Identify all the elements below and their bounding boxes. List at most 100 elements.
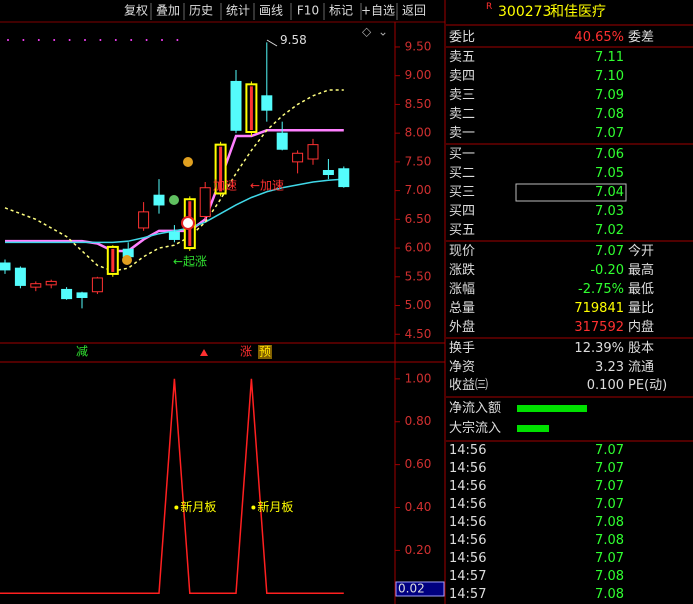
trade-time: 14:56 (449, 551, 487, 566)
toolbar-button[interactable]: 统计 (226, 4, 250, 18)
row-label: 买一 (449, 147, 476, 162)
signal-icon (122, 255, 132, 265)
candle-body (230, 80, 242, 131)
candle-body (0, 262, 11, 271)
selected-bid (515, 183, 627, 202)
candle-body (199, 187, 211, 217)
icon-collapse[interactable]: ⌄ (378, 25, 388, 39)
candle-body (307, 144, 319, 160)
current-value-box (395, 581, 445, 597)
row-value: 7.07 (595, 126, 624, 141)
row-label2: 股本 (628, 341, 655, 356)
row-value: 7.09 (595, 88, 624, 103)
candle-body (338, 168, 350, 188)
row-label: 净资 (449, 359, 476, 375)
limit-stripe (219, 146, 223, 192)
candle-body (61, 288, 73, 300)
label-dot (174, 505, 179, 510)
candle-body (261, 95, 273, 111)
y-tick-label: 7.00 (405, 183, 432, 197)
row-value: 12.39% (574, 341, 624, 356)
row-label: 买四 (449, 204, 476, 219)
toolbar-button[interactable]: 复权 (124, 4, 148, 18)
row-label: 涨幅 (449, 282, 476, 297)
current-value: 0.02 (398, 581, 425, 595)
dot-row (145, 39, 148, 41)
signal-box (258, 345, 272, 359)
trade-price: 7.07 (595, 551, 624, 566)
trade-price: 7.08 (595, 587, 624, 602)
row-label: 买二 (449, 166, 476, 181)
trade-price: 7.08 (595, 515, 624, 530)
y-tick-label: 7.50 (405, 154, 432, 168)
dot-row (130, 39, 133, 41)
row-label: 收益㈢ (449, 378, 489, 393)
row-value: 7.07 (595, 244, 624, 259)
trade-time: 14:56 (449, 515, 487, 530)
toolbar-button[interactable]: 画线 (259, 4, 283, 18)
row-value: 317592 (574, 320, 624, 335)
row-value: 7.08 (595, 107, 624, 122)
row-value: 7.05 (595, 166, 624, 181)
signal-label: 减 (76, 345, 88, 359)
annotation: 9.58 (280, 33, 307, 47)
annotation-pointer (266, 39, 278, 47)
indicator-line (0, 378, 344, 595)
candle-body (91, 277, 103, 293)
y-tick-label: 5.00 (405, 298, 432, 312)
y-tick-label: 8.50 (405, 97, 432, 111)
row-label: 总量 (449, 301, 476, 316)
signal-arrow (200, 349, 208, 356)
annotation: ←加速 (250, 179, 284, 193)
toolbar-button[interactable]: 历史 (189, 4, 213, 18)
candle-body (276, 132, 288, 150)
icon-diamond[interactable]: ◇ (362, 25, 372, 39)
candle-body (138, 211, 150, 229)
row-value: 7.02 (595, 223, 624, 238)
dot-row (7, 39, 9, 41)
row-label: 买五 (449, 223, 476, 238)
trade-time: 14:57 (449, 569, 487, 584)
limit-stripe (249, 86, 253, 130)
row-label2: 委差 (628, 30, 655, 45)
trade-time: 14:56 (449, 443, 487, 458)
toolbar-button[interactable]: F10 (297, 4, 319, 18)
toolbar-button[interactable]: 返回 (402, 4, 426, 18)
candle-body (76, 292, 88, 298)
row-value: 719841 (574, 301, 624, 316)
label-dot (251, 505, 256, 510)
row-value: 7.04 (595, 185, 624, 200)
trade-price: 7.07 (595, 479, 624, 494)
candle-body (153, 194, 165, 206)
signal-icon (169, 195, 179, 205)
flow-bar (517, 405, 587, 412)
row-label2: 量比 (628, 301, 655, 316)
row-value: 0.100 (586, 378, 624, 393)
indicator-label: 新月板 (180, 499, 216, 514)
annotation: ←起涨 (173, 254, 207, 269)
row-label2: 最高 (628, 263, 655, 278)
trade-price: 7.08 (595, 569, 624, 584)
row-label: 卖四 (449, 69, 476, 84)
toolbar-button[interactable]: +自选 (361, 4, 395, 18)
flow-label: 净流入额 (449, 401, 502, 416)
candle-body (45, 280, 57, 286)
y-tick-label: 8.00 (405, 126, 432, 140)
toolbar-button[interactable]: 叠加 (156, 4, 180, 18)
row-label: 卖三 (449, 88, 476, 103)
dot-row (114, 39, 117, 41)
toolbar-button[interactable]: 标记 (329, 4, 353, 18)
candle-body (322, 169, 334, 176)
candle-body (292, 152, 304, 163)
trade-price: 7.08 (595, 533, 624, 548)
y-tick-label: 0.20 (405, 543, 432, 557)
row-label: 委比 (449, 30, 476, 45)
dot-row (84, 39, 86, 41)
y-tick-label: 0.60 (405, 457, 432, 471)
row-value: 7.11 (595, 50, 624, 65)
candle-body (14, 267, 26, 286)
trade-time: 14:56 (449, 461, 487, 476)
candle-body (168, 231, 180, 240)
ma-line (4, 89, 344, 272)
